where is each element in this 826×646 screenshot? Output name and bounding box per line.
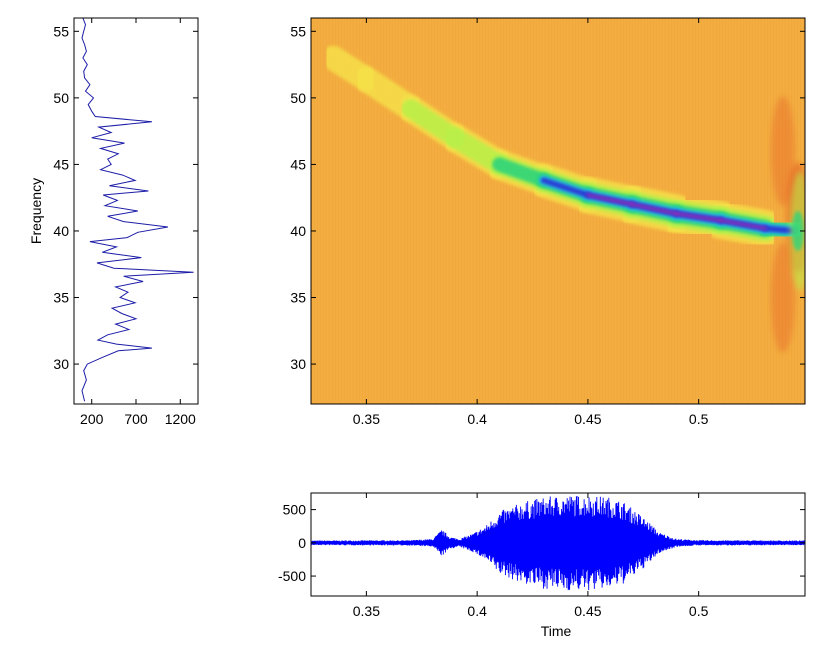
heatmap-xtick-label: 0.4 bbox=[467, 411, 487, 427]
marginal-xtick-label: 700 bbox=[124, 411, 148, 427]
heatmap-ytick-label: 40 bbox=[290, 223, 306, 239]
time-signal-line bbox=[311, 496, 805, 591]
time-signal-panel: 500 0 -500 0.35 0.4 0.45 0.5 Time bbox=[278, 492, 806, 639]
heatmap-ytick-label: 35 bbox=[290, 290, 306, 306]
marginal-ytick-label: 55 bbox=[53, 23, 69, 39]
signal-xtick-label: 0.45 bbox=[574, 603, 601, 619]
marginal-xtick-label: 1200 bbox=[165, 411, 196, 427]
time-axis-label: Time bbox=[541, 623, 572, 639]
heatmap-xtick-label: 0.35 bbox=[353, 411, 380, 427]
marginal-ytick-label: 50 bbox=[53, 90, 69, 106]
signal-ytick-label: 500 bbox=[283, 502, 307, 518]
heatmap-ytick-label: 55 bbox=[290, 23, 306, 39]
time-frequency-panel: 30 35 40 45 50 55 0.35 0.4 0.45 0.5 bbox=[290, 17, 806, 427]
heatmap-xtick-label: 0.45 bbox=[574, 411, 601, 427]
marginal-ytick-label: 35 bbox=[53, 290, 69, 306]
signal-xtick-label: 0.5 bbox=[689, 603, 709, 619]
marginal-ytick-label: 40 bbox=[53, 223, 69, 239]
heatmap-xtick-label: 0.5 bbox=[689, 411, 709, 427]
marginal-xtick-label: 200 bbox=[80, 411, 104, 427]
frequency-marginal-line bbox=[81, 18, 194, 402]
heatmap-ytick-label: 45 bbox=[290, 156, 306, 172]
signal-xtick-label: 0.35 bbox=[353, 603, 380, 619]
heatmap-ytick-label: 50 bbox=[290, 90, 306, 106]
heatmap-ridge bbox=[320, 45, 805, 291]
marginal-ytick-label: 45 bbox=[53, 156, 69, 172]
marginal-ytick-label: 30 bbox=[53, 356, 69, 372]
frequency-axis-label: Frequency bbox=[28, 178, 44, 244]
heatmap-ytick-label: 30 bbox=[290, 356, 306, 372]
signal-xtick-label: 0.4 bbox=[467, 603, 487, 619]
frequency-marginal-panel: 30 35 40 45 50 55 200 700 1200 Frequency bbox=[28, 17, 199, 427]
signal-ytick-label: -500 bbox=[278, 568, 306, 584]
signal-ytick-label: 0 bbox=[298, 535, 306, 551]
